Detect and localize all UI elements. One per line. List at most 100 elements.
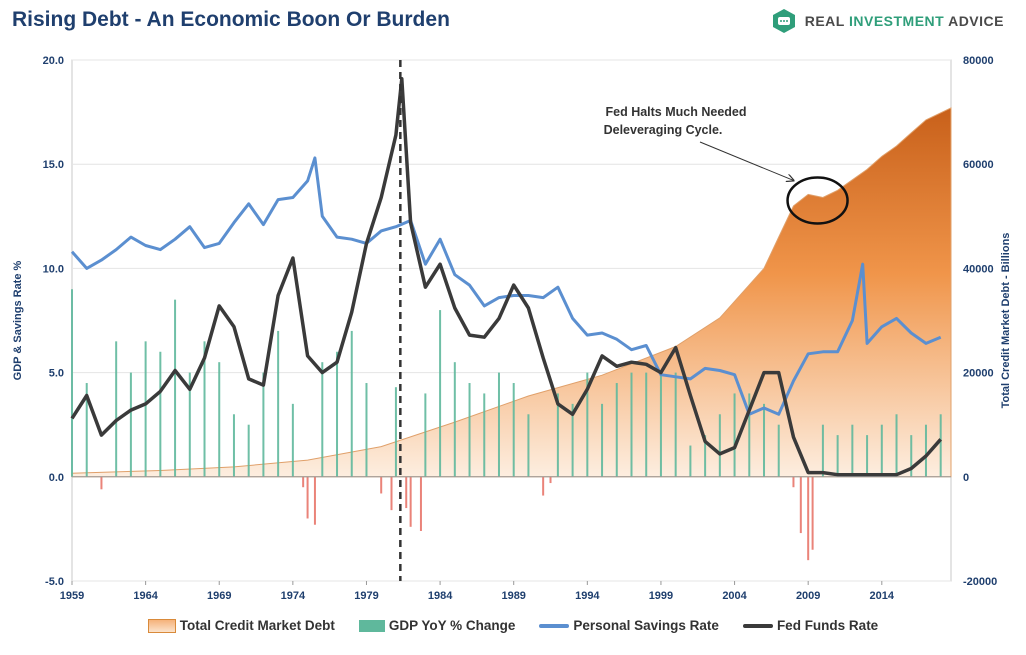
legend-item-fedfunds: Fed Funds Rate <box>742 618 879 633</box>
gdp-bar-negative <box>419 476 422 531</box>
gdp-bar <box>659 372 662 477</box>
x-tick-label: 1969 <box>207 590 231 602</box>
x-tick-label: 2004 <box>722 590 747 602</box>
x-tick-label: 1964 <box>133 590 158 602</box>
legend-swatch-savings <box>539 623 570 628</box>
gdp-bar <box>439 310 442 477</box>
gdp-bar <box>512 383 515 477</box>
gdp-bar-negative <box>405 476 408 509</box>
gdp-bar <box>674 372 677 477</box>
y-right-tick-label: 40000 <box>963 263 994 275</box>
gdp-bar <box>321 362 324 477</box>
gdp-bar <box>836 435 839 477</box>
gdp-bar <box>586 372 589 477</box>
debt-area-layer <box>71 107 952 478</box>
axes: 20.0 15.0 10.0 5.0 0.0 -5.0 80000 60000 40000 200… <box>12 55 1012 602</box>
gdp-bars <box>71 289 942 561</box>
x-tick-label: 1989 <box>501 590 525 602</box>
gdp-bar <box>556 393 559 477</box>
gdp-bar <box>365 383 368 477</box>
gdp-bar-negative <box>807 476 810 561</box>
gdp-bar <box>733 393 736 477</box>
y-right-tick-label: 80000 <box>963 55 994 67</box>
gdp-bar-negative <box>313 476 316 525</box>
gdp-bar <box>424 393 427 477</box>
legend: Total Credit Market Debt GDP YoY % Chang… <box>0 618 1026 633</box>
annotation-circle <box>786 176 849 225</box>
gdp-bar <box>924 424 927 477</box>
gdp-bar <box>262 372 265 477</box>
gdp-bar-negative <box>100 476 103 490</box>
gdp-bar-negative <box>306 476 309 519</box>
gdp-bar <box>291 403 294 477</box>
gdp-bar <box>468 383 471 477</box>
x-tick-label: 1999 <box>649 590 673 602</box>
x-tick-label: 1979 <box>354 590 378 602</box>
gdp-bar <box>571 403 574 477</box>
gdp-bar <box>350 330 353 477</box>
legend-label-gdp: GDP YoY % Change <box>388 618 516 633</box>
gdp-bar <box>85 383 88 477</box>
brand-logo-icon <box>772 9 795 33</box>
y-left-tick-label: 20.0 <box>43 55 64 67</box>
x-tick-label: 1984 <box>428 590 453 602</box>
gdp-bar <box>527 414 530 477</box>
gdp-bar <box>689 445 692 477</box>
gdp-bar <box>763 403 766 477</box>
annotation: Fed Halts Much Needed Deleveraging Cycle. <box>399 60 849 581</box>
gdp-bar <box>453 362 456 477</box>
x-tick-label: 2009 <box>796 590 820 602</box>
gdp-bar <box>203 341 206 477</box>
gdp-bar <box>188 372 191 477</box>
legend-item-gdp: GDP YoY % Change <box>358 618 516 633</box>
gdp-bar <box>129 372 132 477</box>
y-left-tick-label: 5.0 <box>49 368 64 380</box>
y-right-tick-label: -20000 <box>963 576 997 588</box>
gdp-bar <box>777 424 780 477</box>
x-tick-label: 1959 <box>60 590 84 602</box>
gdp-bar-negative <box>380 476 383 494</box>
gdp-bar <box>910 435 913 477</box>
legend-label-savings: Personal Savings Rate <box>573 618 719 633</box>
y-right-tick-label: 0 <box>963 472 969 484</box>
y-left-tick-label: 10.0 <box>43 263 64 275</box>
gdp-bar <box>601 403 604 477</box>
page-title: Rising Debt - An Economic Boon Or Burden <box>12 8 450 31</box>
brand-name: REAL INVESTMENT ADVICE <box>804 13 1004 29</box>
gdp-bar <box>483 393 486 477</box>
gdp-bar <box>851 424 854 477</box>
y-right-tick-label: 60000 <box>963 159 994 171</box>
x-tick-label: 1994 <box>575 590 600 602</box>
gdp-bar <box>615 383 618 477</box>
legend-label-fedfunds: Fed Funds Rate <box>776 618 879 633</box>
debt-area <box>71 107 952 478</box>
gdp-bar <box>218 362 221 477</box>
gdp-bar <box>115 341 118 477</box>
x-tick-label: 2014 <box>870 590 895 602</box>
brand-logo: REAL INVESTMENT ADVICE <box>771 8 1004 34</box>
legend-swatch-gdp <box>358 619 385 632</box>
gdp-bar-negative <box>811 476 814 550</box>
gdp-bar <box>232 414 235 477</box>
y-left-tick-label: 15.0 <box>43 159 64 171</box>
legend-swatch-fedfunds <box>742 623 773 628</box>
gdp-bar-negative <box>390 476 393 511</box>
gdp-bar-negative <box>409 476 412 527</box>
gdp-bar <box>277 330 280 477</box>
gdp-bar <box>939 414 942 477</box>
gdp-bar <box>497 372 500 477</box>
gdp-bar <box>895 414 898 477</box>
x-tick-label: 1974 <box>281 590 306 602</box>
savings-rate-line <box>70 156 942 416</box>
legend-item-savings: Personal Savings Rate <box>539 618 719 633</box>
gdp-bar <box>821 424 824 477</box>
gdp-bar-negative <box>542 476 545 496</box>
gdp-bar <box>174 299 177 477</box>
y-right-tick-label: 20000 <box>963 368 994 380</box>
gdp-bar <box>144 341 147 477</box>
gdp-bar <box>394 387 397 477</box>
fed-funds-line <box>70 77 943 477</box>
gdp-bar <box>159 351 162 477</box>
gdp-bar-negative <box>792 476 795 488</box>
